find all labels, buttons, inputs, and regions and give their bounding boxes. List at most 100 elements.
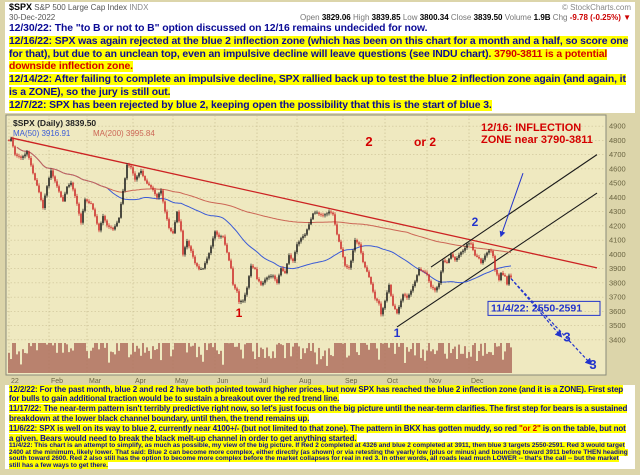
y-axis-label: 4000 xyxy=(609,249,626,258)
volume-bar xyxy=(80,342,82,373)
candle-body xyxy=(124,177,126,191)
volume-bar xyxy=(312,342,314,373)
volume-bar xyxy=(436,350,438,373)
volume-bar xyxy=(202,361,204,373)
x-axis-label: 22 xyxy=(11,378,19,385)
candle-body xyxy=(494,255,496,270)
candle-body xyxy=(314,212,316,214)
volume-bar xyxy=(98,348,100,373)
wave-label: or 2 xyxy=(414,135,436,149)
candle-body xyxy=(412,285,414,291)
volume-bar xyxy=(94,342,96,373)
volume-bar xyxy=(476,360,478,373)
volume-bar xyxy=(34,342,36,373)
y-axis-label: 3600 xyxy=(609,306,626,315)
candle-body xyxy=(318,212,320,214)
volume-bar xyxy=(246,342,248,373)
candle-body xyxy=(454,256,456,260)
chart-legend-ma50: MA(50) 3916.91 xyxy=(13,129,71,138)
candle-body xyxy=(28,151,30,158)
y-axis-label: 3900 xyxy=(609,264,626,273)
spx-candlestick-chart: 3400 3500 3600 3700 3800 3900 4000 4100 4200 4300… xyxy=(5,114,626,385)
volume-bar xyxy=(30,345,32,373)
open-value: 3829.06 xyxy=(321,12,351,22)
volume-bar xyxy=(74,342,76,373)
high-value: 3839.85 xyxy=(371,12,401,22)
volume-bar xyxy=(442,342,444,373)
note-2022-12-30: 12/30/22: The "to B or not to B" option … xyxy=(5,23,635,36)
candle-body xyxy=(258,278,260,281)
volume-bar xyxy=(460,353,462,373)
candle-body xyxy=(456,257,458,260)
candle-body xyxy=(374,291,376,299)
candle-body xyxy=(464,247,466,251)
volume-bar xyxy=(282,344,284,373)
candle-body xyxy=(192,250,194,257)
candle-body xyxy=(144,175,146,180)
note-2022-11-17: 11/17/22: The near-term pattern isn't te… xyxy=(5,404,635,424)
volume-bar xyxy=(190,346,192,373)
volume-bar xyxy=(272,350,274,373)
volume-bar xyxy=(290,355,292,373)
candle-body xyxy=(474,249,476,256)
ticker-symbol: $SPX xyxy=(9,2,33,12)
candle-body xyxy=(356,239,358,242)
candle-body xyxy=(104,215,106,221)
candle-body xyxy=(272,275,274,277)
note-text: This chart is an attempt to simplify, as… xyxy=(9,442,628,469)
candle-body xyxy=(178,211,180,221)
candle-body xyxy=(322,214,324,216)
candle-body xyxy=(132,166,134,174)
candle-body xyxy=(442,260,444,272)
volume-bar xyxy=(42,342,44,373)
candle-body xyxy=(370,276,372,284)
highlighted-note: 11/6/22: SPX is well on its way to blue … xyxy=(9,423,626,443)
volume-bar xyxy=(200,354,202,373)
note-2022-12-16: 12/16/22: SPX was again rejected at the … xyxy=(5,35,635,75)
ticker-identity: $SPX S&P 500 Large Cap Index INDX xyxy=(9,2,148,13)
candle-body xyxy=(506,275,508,285)
candle-body xyxy=(208,252,210,259)
volume-bar xyxy=(462,353,464,373)
volume-bar xyxy=(502,359,504,373)
volume-bar xyxy=(270,357,272,373)
candle-body xyxy=(330,211,332,213)
volume-bar xyxy=(186,352,188,373)
volume-value: 1.9B xyxy=(533,12,551,22)
y-axis-label: 4700 xyxy=(609,150,626,159)
candle-body xyxy=(450,253,452,259)
candle-body xyxy=(206,258,208,263)
black-channel-line xyxy=(396,192,598,327)
candle-body xyxy=(242,300,244,302)
candle-body xyxy=(62,196,64,201)
candle-body xyxy=(342,248,344,257)
candle-body xyxy=(452,253,454,257)
candle-body xyxy=(396,308,398,313)
candle-body xyxy=(434,287,436,290)
volume-bar xyxy=(36,349,38,373)
x-axis-label: Aug xyxy=(299,378,312,385)
candle-body xyxy=(276,278,278,283)
candle-body xyxy=(294,251,296,261)
candle-body xyxy=(160,190,162,194)
volume-bar xyxy=(338,342,340,373)
highlighted-note: 12/7/22: SPX has been rejected by blue 2… xyxy=(9,99,492,111)
candle-body xyxy=(422,270,424,272)
inflection-zone-note: 12/16: INFLECTION xyxy=(481,122,581,134)
volume-bar xyxy=(160,359,162,373)
volume-bar xyxy=(184,342,186,373)
volume-bar xyxy=(90,350,92,373)
volume-bar xyxy=(198,346,200,373)
candle-body xyxy=(282,267,284,271)
volume-bar xyxy=(394,353,396,373)
volume-bar xyxy=(188,342,190,373)
volume-bar xyxy=(92,347,94,373)
wave-label: 2 xyxy=(472,214,479,228)
volume-bar xyxy=(60,342,62,373)
volume-bar xyxy=(302,347,304,373)
candle-body xyxy=(418,268,420,275)
candle-body xyxy=(360,243,362,253)
volume-bar xyxy=(116,342,118,373)
candle-body xyxy=(488,250,490,253)
candle-body xyxy=(478,256,480,259)
